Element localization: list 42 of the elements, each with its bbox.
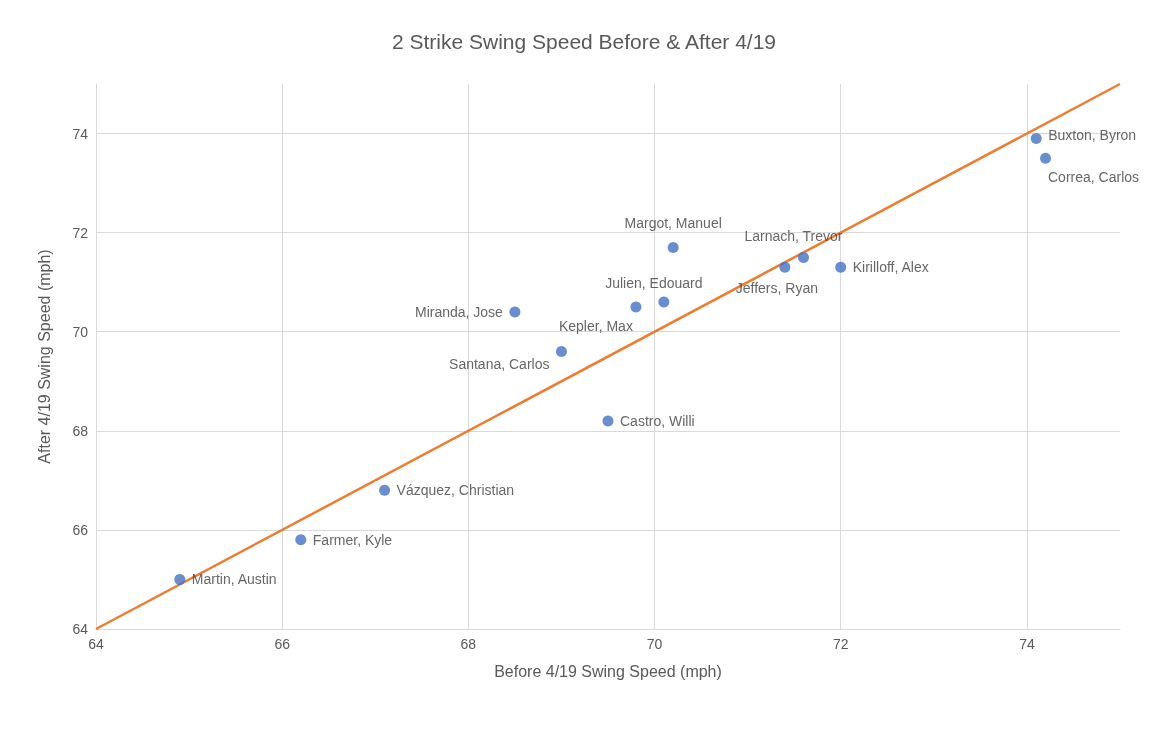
annotation: Vázquez, Christian	[396, 482, 515, 499]
point	[835, 261, 847, 273]
y-tick-label: 70	[72, 323, 89, 340]
annotation: Correa, Carlos	[1048, 169, 1140, 186]
y-axis-title: After 4/19 Swing Speed (mph)	[35, 249, 53, 464]
x-tick-label: 74	[1019, 636, 1035, 652]
point	[658, 296, 670, 308]
x-tick-label: 68	[460, 636, 477, 652]
point	[779, 261, 791, 273]
y-tick-label: 74	[72, 125, 89, 142]
x-tick-label: 66	[274, 636, 291, 652]
point	[509, 306, 521, 318]
point	[1040, 152, 1052, 164]
chart-title: 2 Strike Swing Speed Before & After 4/19	[391, 30, 777, 53]
annotation: Buxton, Byron	[1048, 126, 1137, 143]
y-tick-label: 68	[72, 422, 89, 439]
point	[174, 573, 186, 585]
annotation: Castro, Willi	[620, 412, 695, 429]
x-tick-label: 70	[646, 636, 663, 652]
x-axis-title: Before 4/19 Swing Speed (mph)	[494, 662, 722, 680]
annotation: Santana, Carlos	[449, 355, 550, 372]
point	[630, 301, 642, 313]
annotation: Kirilloff, Alex	[852, 259, 929, 276]
annotation: Farmer, Kyle	[312, 531, 393, 548]
annotation: Margot, Manuel	[624, 214, 722, 231]
annotation: Martin, Austin	[191, 571, 277, 588]
y-tick-label: 64	[72, 621, 89, 637]
point	[555, 346, 567, 358]
point	[1030, 133, 1042, 144]
x-tick-label: 64	[88, 636, 104, 652]
annotation: Jeffers, Ryan	[735, 280, 818, 297]
point	[667, 242, 679, 253]
point	[798, 251, 809, 263]
annotation: Miranda, Jose	[414, 303, 504, 320]
y-tick-label: 66	[72, 521, 89, 538]
y-tick-label: 72	[72, 224, 89, 241]
annotation: Julien, Edouard	[605, 275, 703, 291]
point	[295, 534, 307, 546]
annotation: Kepler, Max	[558, 317, 633, 334]
point	[602, 415, 614, 427]
point	[379, 484, 391, 496]
x-tick-label: 72	[832, 636, 849, 652]
